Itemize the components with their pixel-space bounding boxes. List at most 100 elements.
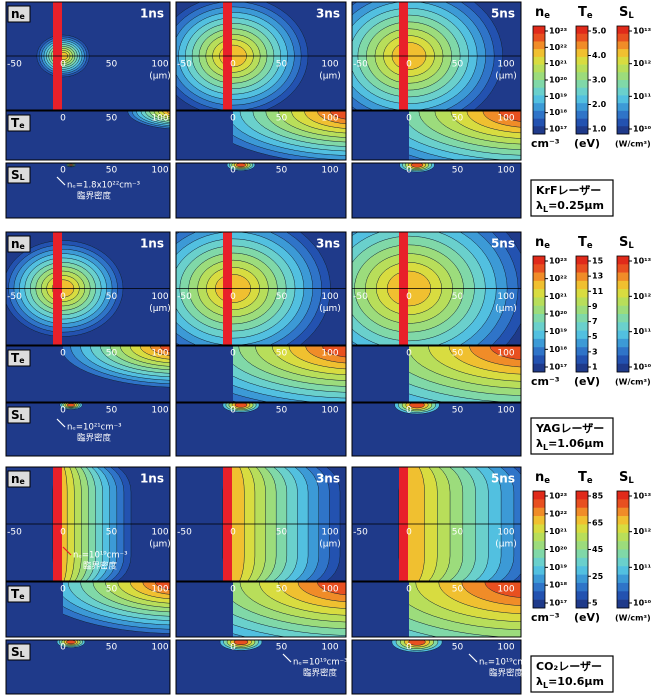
colorbar-segment xyxy=(533,119,545,127)
colorbar-segment xyxy=(617,80,629,88)
value: =10.6μm xyxy=(548,675,604,688)
sub-label: Te xyxy=(578,470,593,485)
colorbar-segment xyxy=(533,26,545,34)
colorbar-tick-label: 10²¹ xyxy=(549,527,568,536)
colorbar-segment xyxy=(617,524,629,533)
x-tick-label: 50 xyxy=(452,60,464,70)
label-main: T xyxy=(578,5,587,20)
label-sub: L xyxy=(20,650,25,659)
x-tick-label: 50 xyxy=(106,585,118,595)
x-unit: (μm) xyxy=(319,304,341,314)
label-sub: e xyxy=(544,10,550,20)
colorbar-segment xyxy=(617,533,629,542)
sub-label: SL xyxy=(619,235,634,250)
colorbar-segment xyxy=(617,57,629,65)
sub-label: ne xyxy=(535,5,550,20)
x-tick-label: 50 xyxy=(452,643,464,653)
panel-bg xyxy=(6,640,170,694)
x-tick-label: 100 xyxy=(321,114,338,124)
label-sub: e xyxy=(20,242,25,251)
colorbar-unit: (eV) xyxy=(574,137,600,150)
x-tick-label: -50 xyxy=(7,528,22,538)
colorbar-segment xyxy=(576,65,588,73)
time-label: 3ns xyxy=(316,472,340,486)
x-tick-label: 100 xyxy=(497,166,514,176)
colorbar-tick-label: 10²³ xyxy=(549,492,568,501)
colorbar-segment xyxy=(576,95,588,103)
value: =1.06μm xyxy=(548,437,604,450)
label-sub: e xyxy=(587,240,593,250)
colorbar-segment xyxy=(617,119,629,127)
colorbar-tick-label: 15 xyxy=(592,257,604,266)
colorbar-segment xyxy=(617,103,629,111)
x-tick-label: 0 xyxy=(230,349,236,359)
x-tick-label: 0 xyxy=(60,349,66,359)
label-main: n xyxy=(535,235,544,250)
colorbar-tick-label: 10¹¹ xyxy=(633,92,652,101)
colorbar-segment xyxy=(576,297,588,306)
colorbar-tick-label: 7 xyxy=(592,317,598,326)
colorbar-segment xyxy=(533,364,545,373)
colorbar-tick-label: 10²³ xyxy=(549,257,568,266)
colorbar-tick-label: 11 xyxy=(592,287,604,296)
colorbar-segment xyxy=(576,508,588,517)
colorbar-segment xyxy=(576,273,588,282)
time-label: 3ns xyxy=(316,7,340,21)
colorbar-segment xyxy=(533,88,545,96)
symbol: λ xyxy=(536,437,543,450)
colorbar-segment xyxy=(533,57,545,65)
colorbar-segment xyxy=(533,72,545,80)
label-sub: e xyxy=(19,121,24,130)
colorbar-segment xyxy=(576,516,588,525)
colorbar-tick-label: 10¹⁹ xyxy=(549,92,568,101)
x-tick-label: 0 xyxy=(406,292,412,302)
colorbar-tick-label: 10²⁰ xyxy=(549,76,568,85)
label-sub: e xyxy=(544,240,550,250)
colorbar-unit: (W/cm³) xyxy=(615,378,651,387)
colorbar-segment xyxy=(576,49,588,57)
colorbar-segment xyxy=(533,322,545,331)
colorbar-segment xyxy=(617,264,629,273)
x-tick-label: 0 xyxy=(60,292,66,302)
colorbar-tick-label: 10¹³ xyxy=(633,27,652,36)
sub-label: Te xyxy=(578,235,593,250)
x-tick-label: 100 xyxy=(321,528,338,538)
colorbar-tick-label: 5 xyxy=(592,599,598,608)
colorbar-segment xyxy=(617,566,629,575)
colorbar-tick-label: 25 xyxy=(592,572,604,581)
colorbar-segment xyxy=(576,541,588,550)
colorbar-segment xyxy=(533,34,545,42)
colorbar-tick-label: 10¹⁰ xyxy=(633,125,652,134)
colorbar-segment xyxy=(617,126,629,134)
annotation: nₑ=1.8x10²²cm⁻³ xyxy=(67,181,140,191)
laser-name: YAGレーザー xyxy=(535,422,604,435)
colorbar-segment xyxy=(576,26,588,34)
colorbar-segment xyxy=(576,491,588,500)
colorbar-segment xyxy=(617,558,629,567)
colorbar-segment xyxy=(533,591,545,600)
colorbar-segment xyxy=(576,364,588,373)
colorbar-segment xyxy=(576,289,588,298)
colorbar-unit: cm⁻³ xyxy=(531,375,560,388)
x-tick-label: 100 xyxy=(151,528,168,538)
time-label: 5ns xyxy=(491,7,515,21)
label-sub: e xyxy=(19,592,24,601)
colorbar-tick-label: 10¹² xyxy=(633,59,652,68)
x-unit: (μm) xyxy=(149,72,171,82)
colorbar-segment xyxy=(533,331,545,340)
x-tick-label: 100 xyxy=(321,585,338,595)
time-label: 1ns xyxy=(140,7,164,21)
annotation: 臨界密度 xyxy=(83,561,118,572)
label-sub: L xyxy=(20,173,25,182)
x-tick-label: 50 xyxy=(276,114,288,124)
colorbar-segment xyxy=(617,541,629,550)
label-sub: L xyxy=(628,240,634,250)
x-tick-label: 0 xyxy=(60,528,66,538)
colorbar-tick-label: 10¹⁸ xyxy=(549,345,568,354)
sub-label: SL xyxy=(619,470,634,485)
x-tick-label: -50 xyxy=(177,60,192,70)
colorbar-segment xyxy=(617,297,629,306)
sub-label: ne xyxy=(535,235,550,250)
colorbar-tick-label: 5.0 xyxy=(592,27,607,36)
colorbar-tick-label: 10¹³ xyxy=(633,257,652,266)
